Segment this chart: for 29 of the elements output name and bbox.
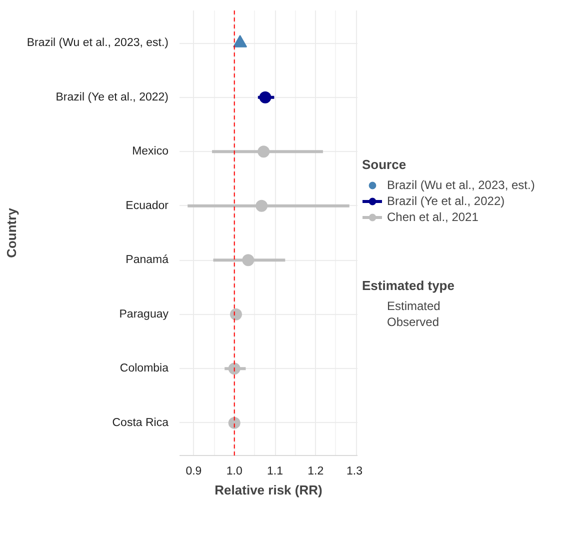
- text: Estimated type: [362, 278, 454, 293]
- point: [230, 308, 242, 320]
- x-tick-label: 1.3: [346, 466, 363, 478]
- point: [228, 362, 240, 375]
- y-tick-label: Paraguay: [119, 308, 169, 320]
- point: [259, 91, 272, 104]
- legend-label: Brazil (Wu et al., 2023, est.): [387, 177, 535, 193]
- x-tick-label: 0.9: [186, 466, 202, 478]
- x-tick-label: 1.0: [226, 466, 242, 478]
- y-tick-label: Colombia: [120, 362, 170, 375]
- y-tick-label: Ecuador: [126, 200, 169, 212]
- legend-label: Brazil (Ye et al., 2022): [387, 193, 505, 209]
- y-tick-label: Brazil (Wu et al., 2023, est.): [26, 37, 169, 50]
- x-tick-label: 1.1: [267, 466, 284, 478]
- point: [228, 416, 240, 429]
- point: [258, 146, 270, 158]
- text: Estimated: [387, 298, 440, 314]
- x-tick-label: 1.2: [308, 466, 324, 478]
- y-tick-label: Brazil (Ye et al., 2022): [56, 91, 169, 104]
- x-axis-title: Relative risk (RR): [214, 482, 322, 498]
- point: [242, 254, 254, 266]
- text: Observed: [387, 314, 440, 330]
- y-tick-label: Mexico: [132, 146, 169, 158]
- legend-label: Chen et al., 2021: [387, 209, 478, 225]
- y-tick-label: Panamá: [126, 254, 170, 266]
- legend-title: Source: [362, 157, 408, 172]
- y-tick-label: Costa Rica: [112, 416, 170, 429]
- y-axis-title: Country: [4, 207, 19, 258]
- point: [256, 200, 268, 212]
